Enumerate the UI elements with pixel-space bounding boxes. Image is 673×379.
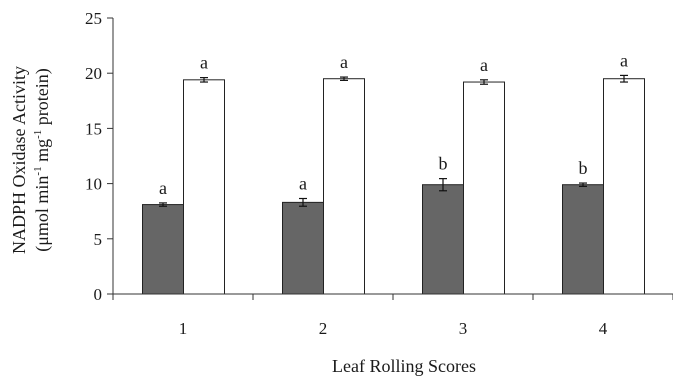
y-axis-title-line1: NADPH Oxidase Activity xyxy=(9,66,29,254)
y-axis-title-line2: (μmol min-1 mg-1 protein) xyxy=(32,68,53,252)
significance-letter: a xyxy=(620,50,628,70)
significance-letters: a a b b a a a a xyxy=(159,50,628,198)
significance-letter: b xyxy=(579,158,588,178)
bar-series2-cat2 xyxy=(323,78,365,295)
y-tick-label: 5 xyxy=(94,230,103,249)
y-tick-label: 0 xyxy=(94,285,103,304)
bar-series1-cat2 xyxy=(282,201,324,295)
bar-series2-cat4 xyxy=(603,78,645,295)
y-tick-label: 20 xyxy=(85,64,102,83)
y-axis-units-part: protein) xyxy=(32,68,53,129)
y-axis-units-exponent: -1 xyxy=(32,166,44,175)
y-tick-label: 15 xyxy=(85,119,102,138)
y-axis-units-part: (μmol min xyxy=(32,176,53,252)
y-axis-units-part: mg xyxy=(32,139,52,167)
y-axis-title: NADPH Oxidase Activity (μmol min-1 mg-1 … xyxy=(9,66,53,254)
significance-letter: a xyxy=(480,55,488,75)
significance-letter: a xyxy=(340,52,348,72)
y-axis-ticks: 0 5 10 15 20 25 xyxy=(85,9,113,304)
bar-series2-cat1 xyxy=(183,79,225,295)
x-tick-label: 3 xyxy=(459,319,468,338)
bar-series1-cat1 xyxy=(142,204,184,295)
x-tick-label: 1 xyxy=(179,319,188,338)
significance-letter: b xyxy=(439,154,448,174)
x-axis-title: Leaf Rolling Scores xyxy=(332,356,476,376)
x-tick-label: 2 xyxy=(319,319,328,338)
significance-letter: a xyxy=(299,174,307,194)
significance-letter: a xyxy=(159,178,167,198)
bar-series2-cat3 xyxy=(463,81,505,295)
y-tick-label: 25 xyxy=(85,9,102,28)
bars xyxy=(142,78,645,295)
y-tick-label: 10 xyxy=(85,175,102,194)
y-axis-units-exponent: -1 xyxy=(32,130,44,139)
error-bars xyxy=(159,74,628,207)
x-axis-ticks: 1 2 3 4 xyxy=(112,294,673,338)
x-tick-label: 4 xyxy=(599,319,608,338)
bar-series1-cat4 xyxy=(562,184,604,295)
significance-letter: a xyxy=(200,53,208,73)
bar-series1-cat3 xyxy=(422,184,464,295)
